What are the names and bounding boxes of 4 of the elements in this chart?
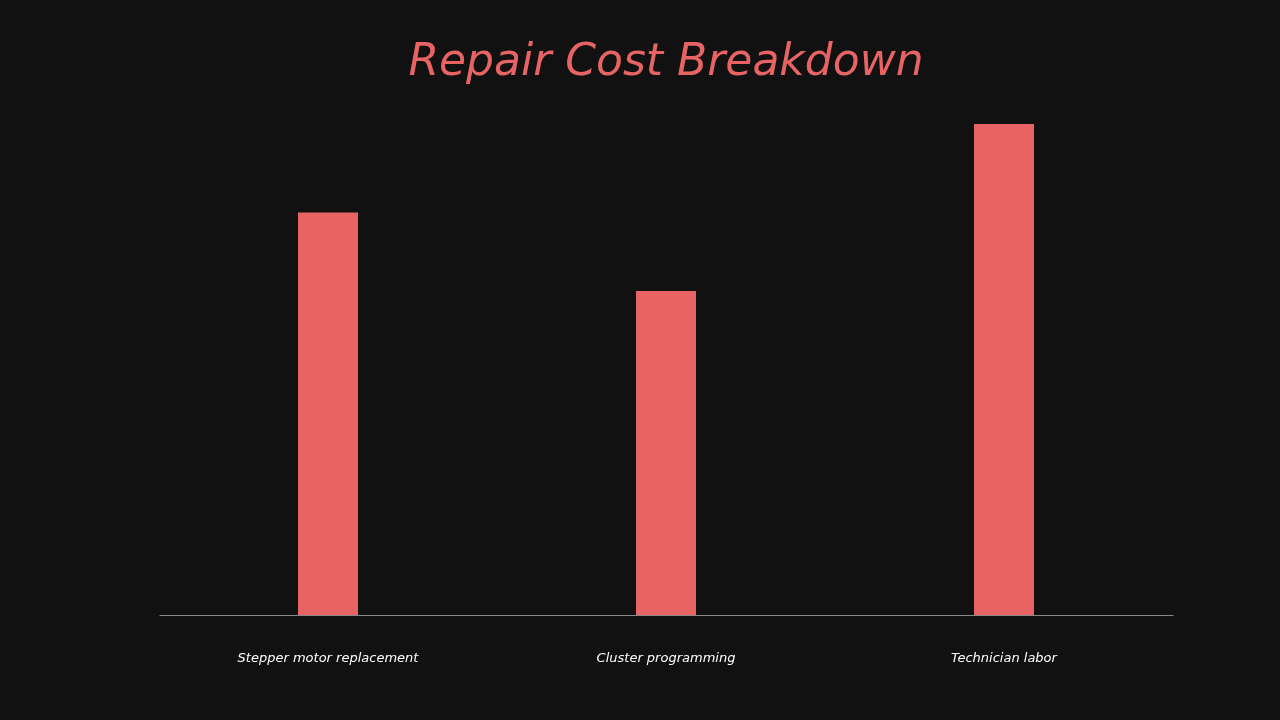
- x-tick-label: Stepper motor replacement: [237, 649, 420, 665]
- chart-title: Repair Cost Breakdown: [408, 34, 924, 85]
- x-tick-label: Technician labor: [951, 649, 1059, 665]
- x-tick-label: Cluster programming: [596, 649, 736, 665]
